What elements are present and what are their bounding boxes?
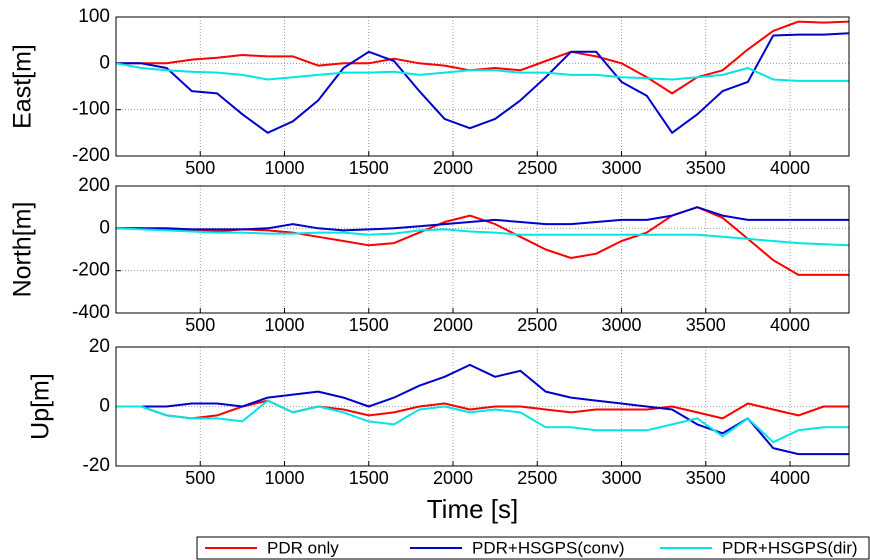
- data-line: [116, 20, 850, 95]
- legend-label: PDR+HSGPS(conv): [472, 538, 625, 557]
- x-tick-label: 1000: [264, 315, 304, 335]
- y-tick-label: -20: [83, 455, 110, 476]
- data-line: [116, 399, 849, 420]
- y-axis-label: East[m]: [9, 44, 37, 129]
- data-line: [116, 363, 849, 456]
- y-tick-label: 0: [99, 396, 110, 417]
- y-tick-label: 0: [99, 52, 110, 73]
- x-tick-label: 2000: [433, 315, 473, 335]
- y-tick-label: 0: [99, 217, 110, 238]
- plot-frame: [115, 346, 850, 467]
- x-tick-label: 500: [185, 158, 215, 178]
- x-tick-label: 3500: [686, 315, 726, 335]
- x-tick-label: 3000: [601, 468, 641, 488]
- x-tick-label: 2500: [517, 158, 557, 178]
- plot-area: [116, 17, 849, 156]
- plot-frame: [115, 185, 850, 314]
- x-tick-label: 4000: [770, 315, 810, 335]
- x-tick-label: 1500: [349, 158, 389, 178]
- x-tick-label: 3000: [601, 158, 641, 178]
- x-tick-label: 2000: [433, 158, 473, 178]
- x-axis-label: Time [s]: [427, 494, 518, 524]
- plot-area: [116, 186, 849, 313]
- y-tick-label: -400: [72, 302, 110, 323]
- x-tick-label: 500: [185, 468, 215, 488]
- x-tick-label: 500: [185, 315, 215, 335]
- y-axis-label: North[m]: [9, 202, 37, 298]
- legend-box: [196, 536, 870, 560]
- y-tick-label: 20: [89, 336, 110, 357]
- data-line: [115, 62, 849, 82]
- x-tick-label: 3500: [686, 468, 726, 488]
- x-tick-label: 3000: [601, 315, 641, 335]
- data-line: [115, 227, 850, 247]
- x-tick-label: 1000: [264, 158, 304, 178]
- x-tick-label: 1500: [349, 468, 389, 488]
- y-tick-label: 200: [78, 175, 110, 196]
- x-tick-label: 2500: [517, 315, 557, 335]
- legend-label: PDR only: [267, 538, 339, 557]
- x-tick-label: 3500: [686, 158, 726, 178]
- y-tick-label: -200: [72, 145, 110, 166]
- plot-frame: [115, 16, 850, 157]
- x-tick-label: 1500: [349, 315, 389, 335]
- x-tick-label: 1000: [264, 468, 304, 488]
- x-tick-label: 2500: [517, 468, 557, 488]
- y-tick-label: 100: [78, 6, 110, 27]
- y-tick-label: -100: [72, 99, 110, 120]
- x-tick-label: 4000: [770, 468, 810, 488]
- x-tick-label: 4000: [770, 158, 810, 178]
- legend-label: PDR+HSGPS(dir): [722, 538, 858, 557]
- data-line: [116, 32, 850, 134]
- data-line: [116, 206, 849, 232]
- data-line: [116, 399, 849, 444]
- y-tick-label: -200: [72, 260, 110, 281]
- y-axis-label: Up[m]: [27, 373, 55, 440]
- x-tick-label: 2000: [433, 468, 473, 488]
